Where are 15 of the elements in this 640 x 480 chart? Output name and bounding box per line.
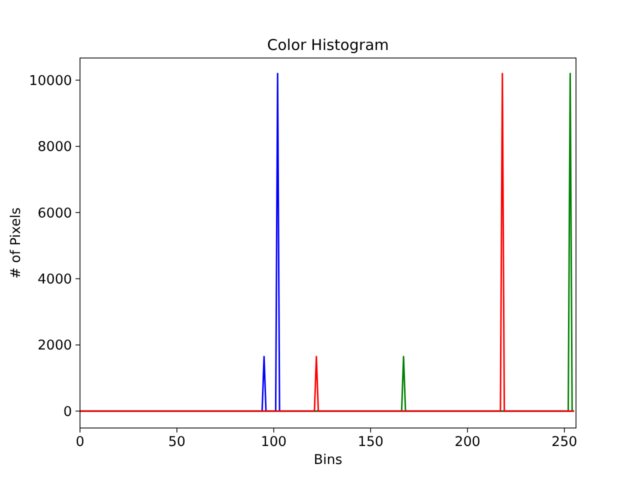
y-tick-label: 6000: [38, 205, 72, 222]
x-tick-label: 0: [76, 434, 84, 450]
y-tick-label: 4000: [38, 271, 72, 288]
x-tick-label: 250: [551, 434, 578, 450]
x-tick-label: 100: [260, 434, 287, 450]
y-tick-label: 0: [63, 404, 72, 420]
y-axis-title: # of Pixels: [8, 207, 24, 279]
y-tick-label: 2000: [38, 338, 72, 354]
x-tick-label: 50: [168, 434, 186, 450]
x-tick-label: 200: [454, 434, 480, 450]
chart-title: Color Histogram: [267, 36, 389, 54]
x-tick-label: 150: [358, 434, 384, 450]
y-tick-label: 8000: [38, 139, 72, 156]
x-axis-title: Bins: [314, 452, 342, 468]
y-tick-label: 10000: [29, 72, 72, 89]
